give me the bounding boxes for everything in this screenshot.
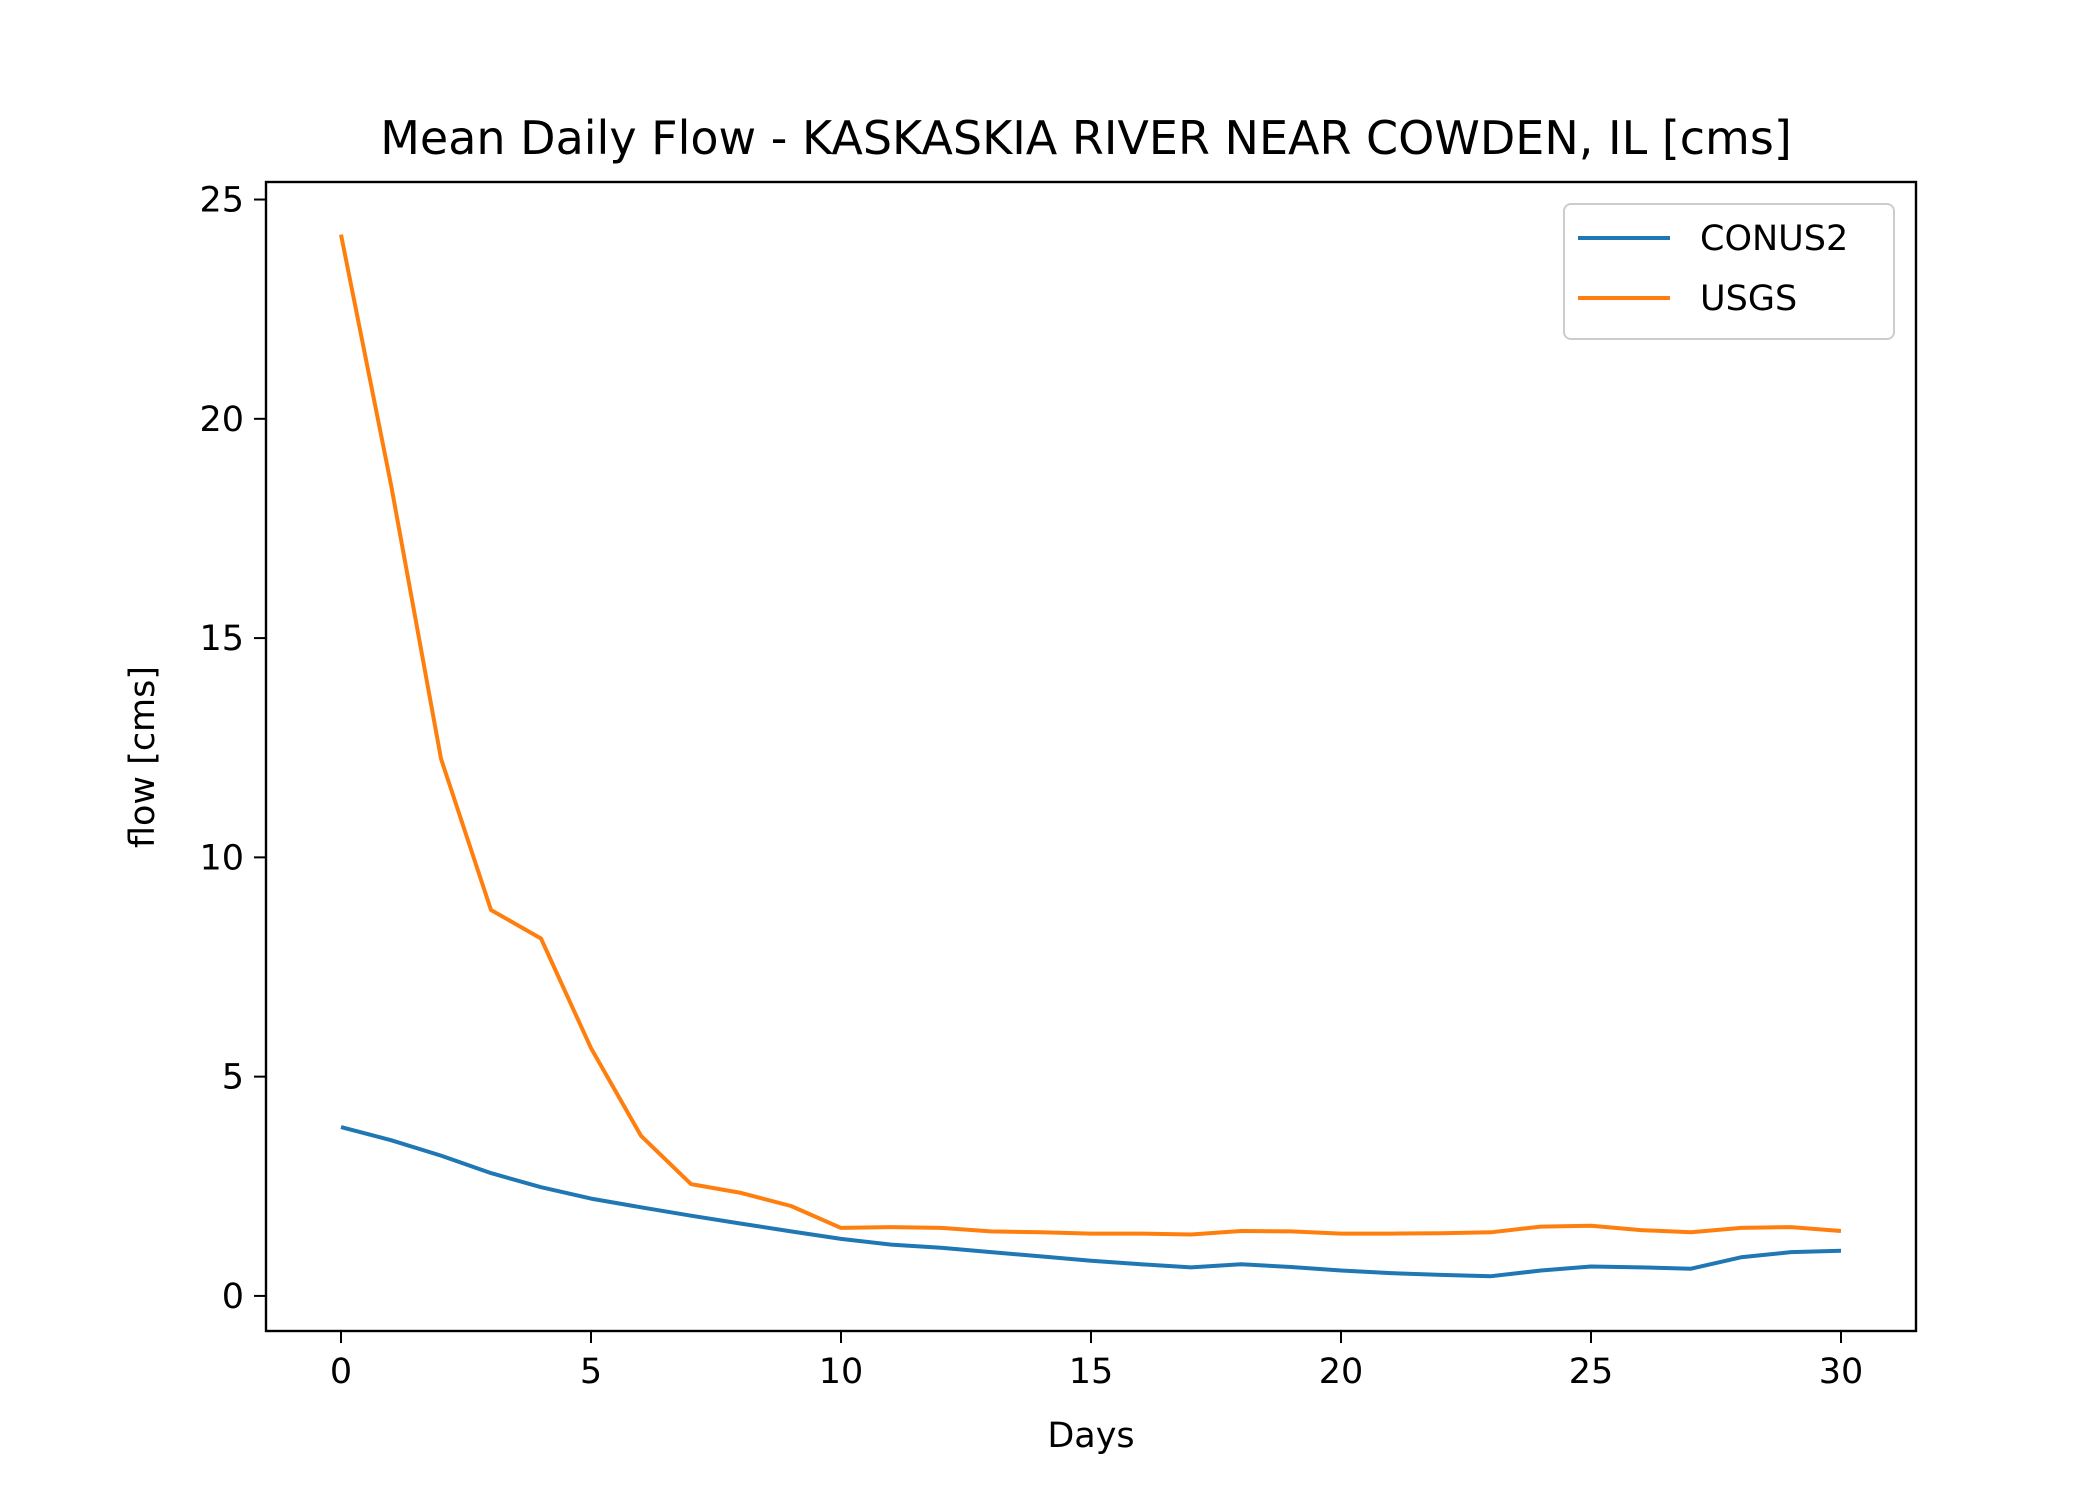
y-axis: 0 5 10 15 20 25 bbox=[199, 181, 266, 1317]
y-tick-label: 10 bbox=[199, 838, 244, 878]
x-tick-label: 25 bbox=[1569, 1352, 1614, 1392]
x-tick-label: 10 bbox=[819, 1352, 864, 1392]
y-tick-label: 0 bbox=[222, 1277, 244, 1317]
x-axis: 0 5 10 15 20 25 30 bbox=[330, 1331, 1863, 1392]
x-tick-label: 30 bbox=[1819, 1352, 1864, 1392]
x-tick-label: 0 bbox=[330, 1352, 352, 1392]
y-tick-label: 5 bbox=[222, 1058, 244, 1098]
y-tick-label: 25 bbox=[199, 181, 244, 221]
series-line-usgs bbox=[339, 234, 1842, 1237]
x-tick-label: 5 bbox=[580, 1352, 602, 1392]
x-tick-label: 20 bbox=[1319, 1352, 1364, 1392]
chart-title: Mean Daily Flow - KASKASKIA RIVER NEAR C… bbox=[380, 111, 1792, 165]
x-tick-label: 15 bbox=[1069, 1352, 1114, 1392]
y-tick-label: 15 bbox=[199, 619, 244, 659]
legend-label-conus2: CONUS2 bbox=[1700, 219, 1848, 259]
legend: CONUS2 USGS bbox=[1563, 203, 1895, 340]
legend-label-usgs: USGS bbox=[1700, 279, 1797, 319]
series-line-conus2 bbox=[340, 1125, 1842, 1279]
plot-area bbox=[339, 234, 1842, 1279]
series-lines bbox=[339, 234, 1842, 1279]
y-tick-label: 20 bbox=[199, 400, 244, 440]
y-axis-label: flow [cms] bbox=[123, 666, 163, 848]
x-axis-label: Days bbox=[1047, 1416, 1134, 1456]
